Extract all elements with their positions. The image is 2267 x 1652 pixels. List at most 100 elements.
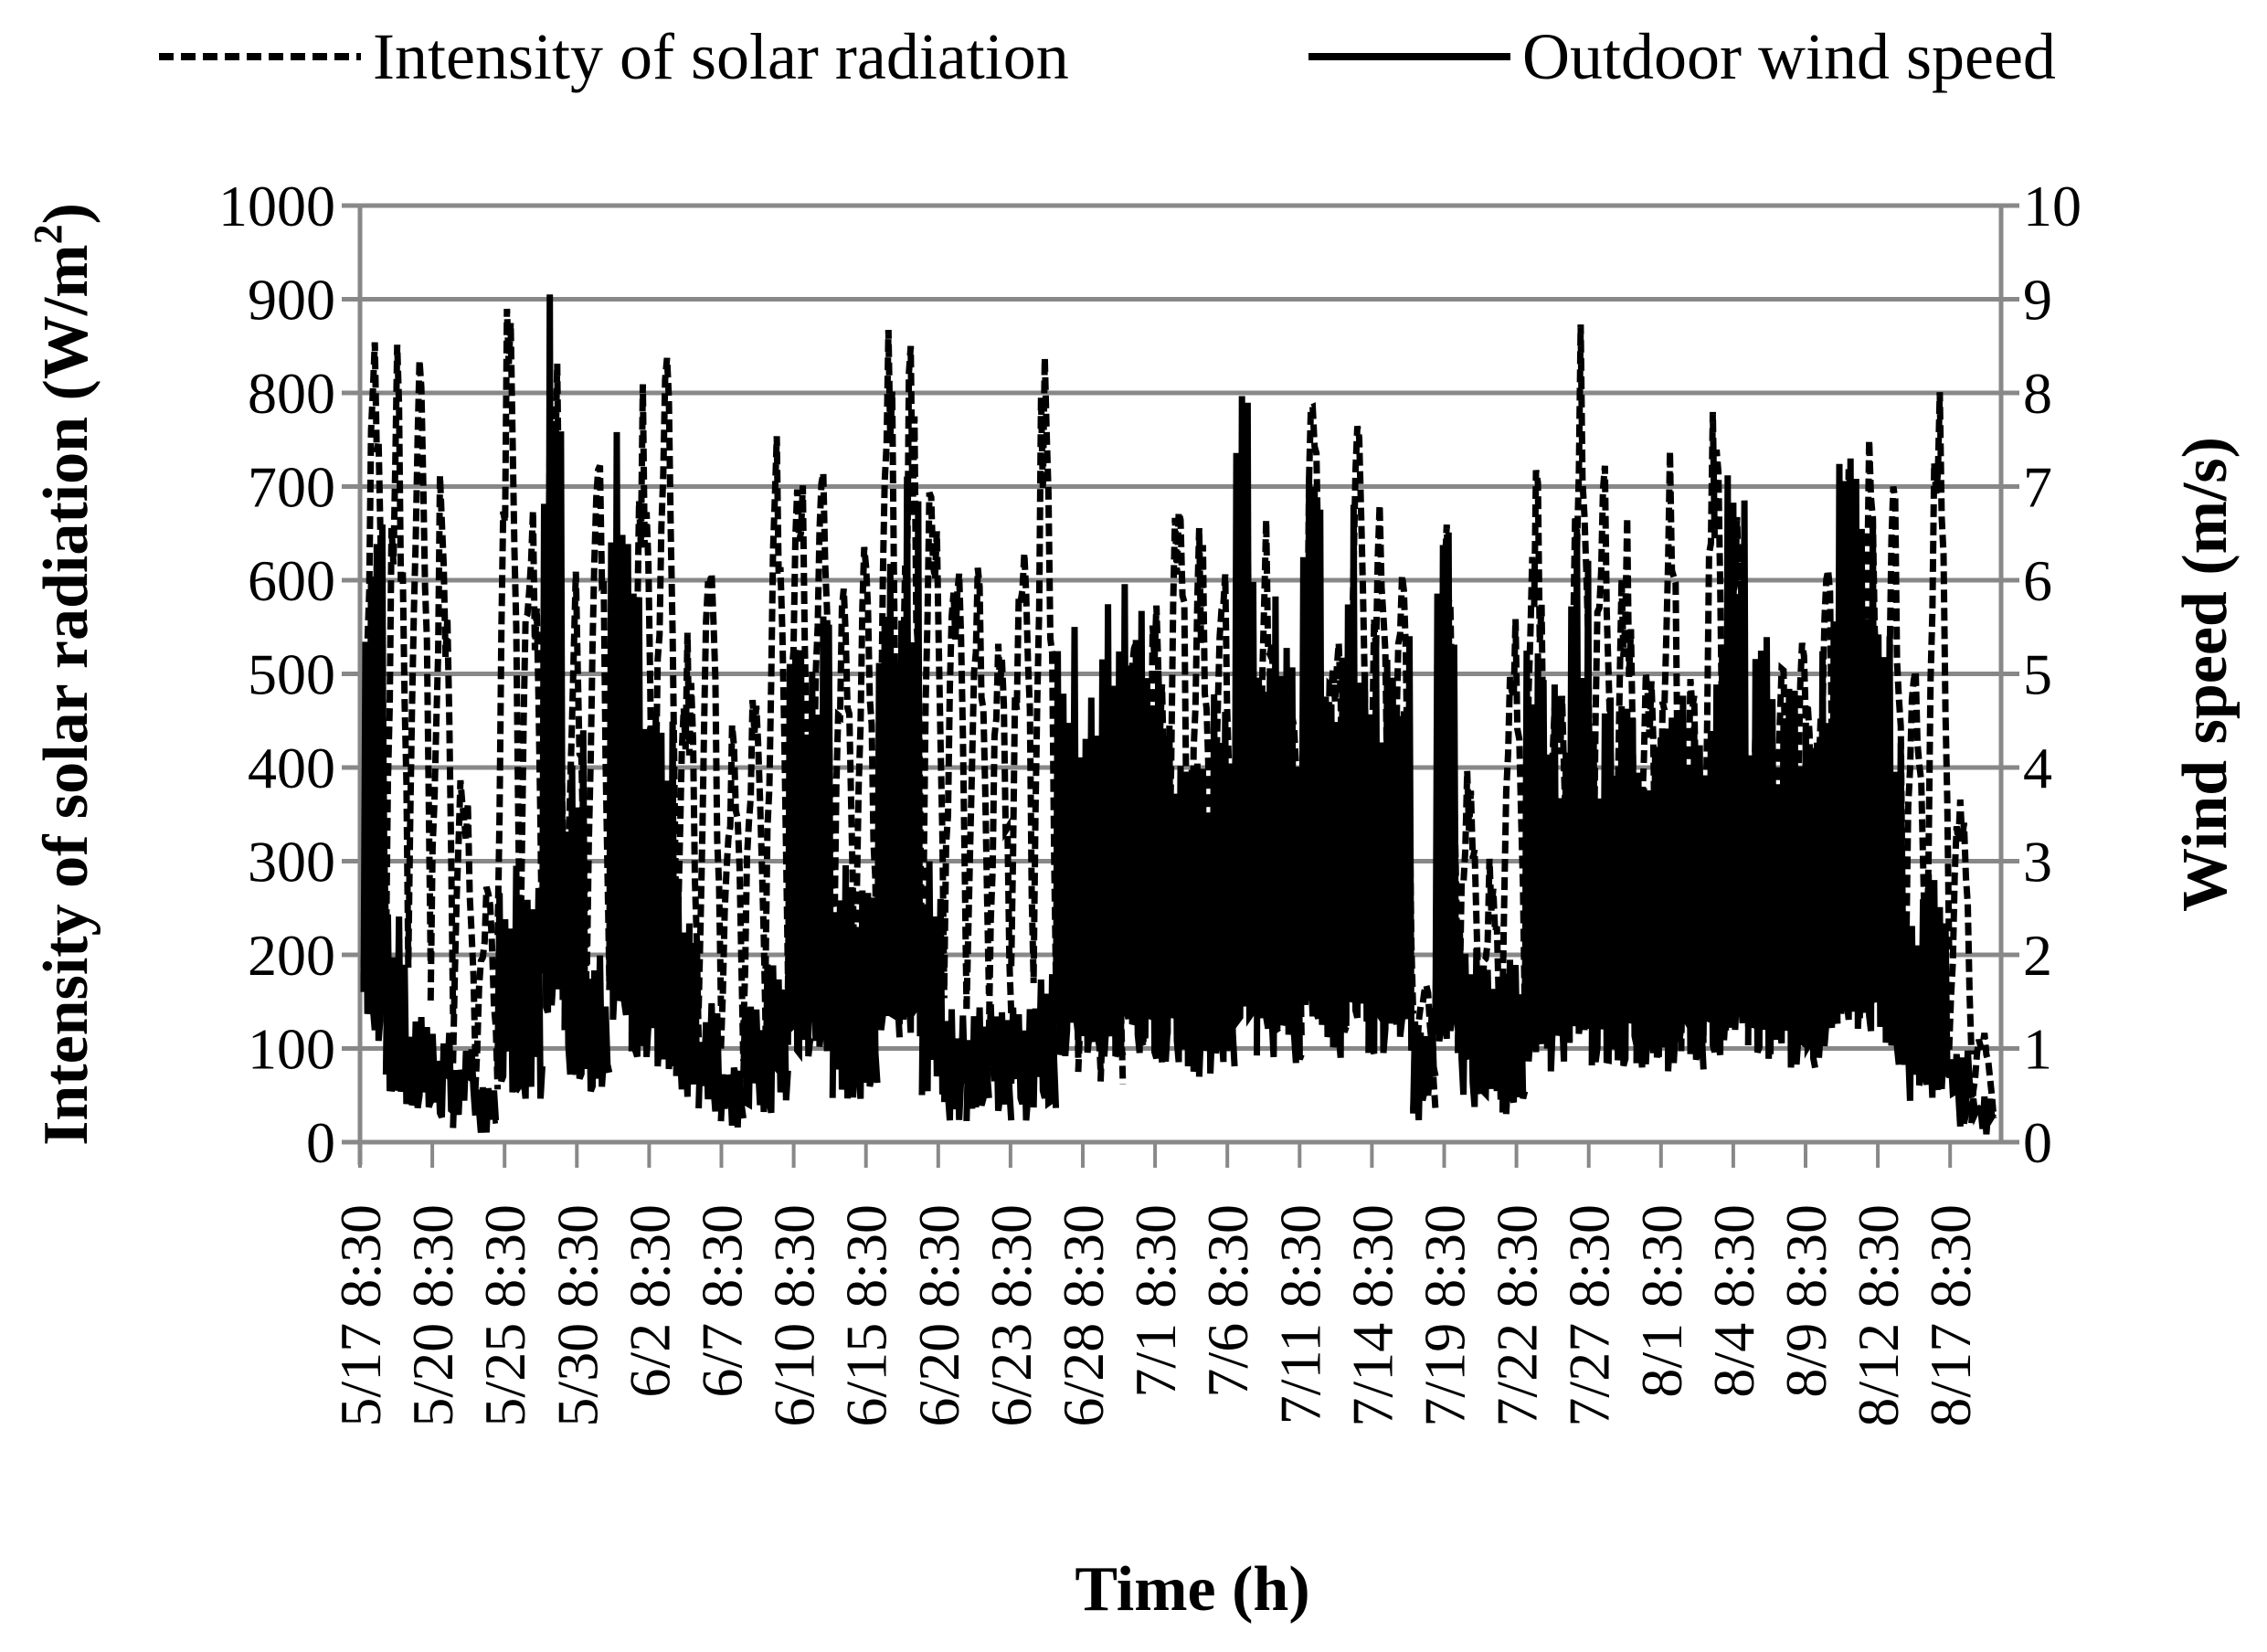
wind-speed-day-segment: [1432, 532, 1461, 1043]
y-right-tick-label: 2: [2023, 923, 2052, 988]
wind-speed-day-segment: [1141, 671, 1171, 1063]
wind-speed-day-segment: [1075, 697, 1104, 1057]
wind-speed-day-segment: [1455, 920, 1484, 1107]
wind-speed-day-segment: [1588, 697, 1617, 1066]
wind-speed-day-segment: [1053, 627, 1082, 1057]
solar-radiation-day-segment: [405, 359, 434, 964]
wind-speed-day-segment: [1254, 596, 1281, 1058]
y-left-tick-label: 800: [248, 361, 335, 426]
x-axis-title: Time (h): [1075, 1554, 1309, 1625]
y-right-tick-label: 10: [2023, 174, 2082, 238]
wind-speed-day-segment: [829, 864, 859, 1099]
x-tick-label: 6/15 8:30: [834, 1204, 899, 1427]
x-tick-label: 8/9 8:30: [1774, 1204, 1838, 1398]
y-right-tick-label: 4: [2023, 736, 2052, 800]
wind-speed-day-segment: [1410, 1008, 1439, 1121]
wind-speed-day-segment: [450, 1049, 479, 1128]
wind-speed-day-segment: [1901, 899, 1931, 1101]
solar-radiation-day-segment: [1789, 642, 1818, 1038]
wind-speed-day-segment: [1008, 1007, 1037, 1121]
solar-radiation-day-segment: [516, 510, 546, 981]
solar-radiation-day-segment: [494, 308, 524, 959]
wind-speed-day-segment: [382, 914, 412, 1105]
x-tick-label: 5/25 8:30: [472, 1204, 537, 1427]
wind-speed-day-segment: [717, 1066, 747, 1128]
solar-radiation-day-segment: [1901, 670, 1931, 1032]
solar-radiation-day-segment: [1455, 770, 1484, 1048]
solar-radiation-day-segment: [1655, 450, 1685, 998]
wind-speed-day-segment: [1521, 651, 1551, 1062]
wind-speed-day-segment: [1119, 584, 1147, 1054]
superscript: 2: [26, 224, 70, 244]
wind-speed-day-segment: [427, 1032, 456, 1119]
solar-radiation-day-segment: [427, 475, 457, 1015]
x-tick-label: 7/11 8:30: [1267, 1204, 1332, 1424]
solar-radiation-day-segment: [1030, 357, 1060, 980]
wind-speed-day-segment: [516, 887, 546, 1099]
x-tick-label: 6/7 8:30: [690, 1204, 755, 1398]
solar-radiation-day-segment: [829, 588, 859, 1009]
wind-speed-day-segment: [1879, 636, 1908, 1065]
y-left-tick-label: 700: [248, 455, 335, 520]
wind-speed-day-segment: [1387, 636, 1417, 1052]
wind-speed-day-segment: [405, 1017, 434, 1109]
wind-speed-day-segment: [1633, 747, 1662, 1068]
solar-radiation-day-segment: [1945, 799, 1976, 1055]
wind-speed-day-segment: [1298, 479, 1328, 1025]
x-tick-label: 6/20 8:30: [906, 1204, 971, 1427]
wind-speed-day-segment: [762, 964, 791, 1114]
y-left-tick-label: 300: [248, 830, 335, 895]
y-axis-left-title-close: ): [31, 203, 101, 224]
solar-radiation-day-segment: [985, 643, 1015, 1033]
y-right-tick-label: 8: [2023, 361, 2052, 426]
solar-radiation-day-segment: [450, 779, 479, 1064]
solar-radiation-day-segment: [382, 344, 412, 973]
solar-radiation-day-segment: [762, 436, 791, 974]
wind-speed-day-segment: [807, 616, 836, 1052]
x-tick-label: 8/17 8:30: [1918, 1204, 1983, 1427]
solar-radiation-day-segment: [963, 567, 992, 1010]
solar-radiation-day-segment: [940, 573, 970, 1009]
y-right-tick-label: 0: [2023, 1110, 2052, 1175]
x-tick-label: 7/14 8:30: [1340, 1204, 1404, 1427]
wind-speed-day-segment: [673, 878, 703, 1097]
solar-radiation-day-segment: [1543, 695, 1573, 1042]
x-tick-label: 7/6 8:30: [1195, 1204, 1260, 1398]
wind-speed-day-segment: [1499, 959, 1529, 1115]
solar-radiation-day-segment: [1499, 619, 1529, 1020]
y-right-tick-label: 5: [2023, 642, 2052, 707]
wind-speed-day-segment: [695, 1002, 724, 1112]
x-tick-label: 7/22 8:30: [1485, 1204, 1550, 1427]
wind-speed-day-segment: [874, 564, 903, 1038]
solar-radiation-day-segment: [1923, 392, 1953, 974]
y-right-tick-label: 9: [2023, 268, 2052, 333]
wind-speed-day-segment: [471, 1086, 500, 1133]
wind-speed-day-segment: [1186, 763, 1216, 1077]
solar-radiation-day-segment: [717, 725, 747, 1062]
wind-speed-day-segment: [628, 593, 658, 1058]
wind-speed-day-segment: [1477, 969, 1506, 1102]
wind-speed-day-segment: [918, 861, 948, 1096]
solar-radiation-day-segment: [740, 699, 769, 1033]
wind-speed-day-segment: [1030, 974, 1060, 1109]
wind-speed-day-segment: [1655, 712, 1685, 1072]
x-tick-label: 6/23 8:30: [979, 1204, 1043, 1427]
wind-speed-day-segment: [1722, 475, 1752, 1031]
x-axis-ticks: 5/17 8:30 5/20 8:30 5/25 8:30 5/30 8:30 6/2 …: [328, 1142, 1983, 1427]
y-right-tick-label: 7: [2023, 455, 2052, 520]
x-tick-label: 6/10 8:30: [762, 1204, 827, 1427]
wind-speed-day-segment: [1320, 657, 1350, 1058]
legend-wind-label: Outdoor wind speed: [1522, 20, 2056, 93]
y-left-tick-label: 200: [248, 923, 335, 988]
y-axis-left-title-text: Intensity of solar radiation (W/m: [31, 244, 101, 1146]
solar-radiation-day-segment: [628, 384, 658, 958]
wind-speed-day-segment: [1164, 725, 1193, 1067]
y-axis-right-ticks: 0 1 2 3 4 5 6 7 8 9 10: [2023, 174, 2082, 1175]
wind-speed-day-segment: [494, 865, 522, 1094]
wind-speed-day-segment: [1968, 1096, 1997, 1135]
wind-speed-day-segment: [1856, 516, 1886, 1032]
y-left-tick-label: 0: [306, 1110, 335, 1175]
y-right-tick-label: 6: [2023, 548, 2052, 613]
wind-speed-day-segment: [1744, 637, 1774, 1059]
wind-speed-day-segment: [539, 294, 568, 1014]
